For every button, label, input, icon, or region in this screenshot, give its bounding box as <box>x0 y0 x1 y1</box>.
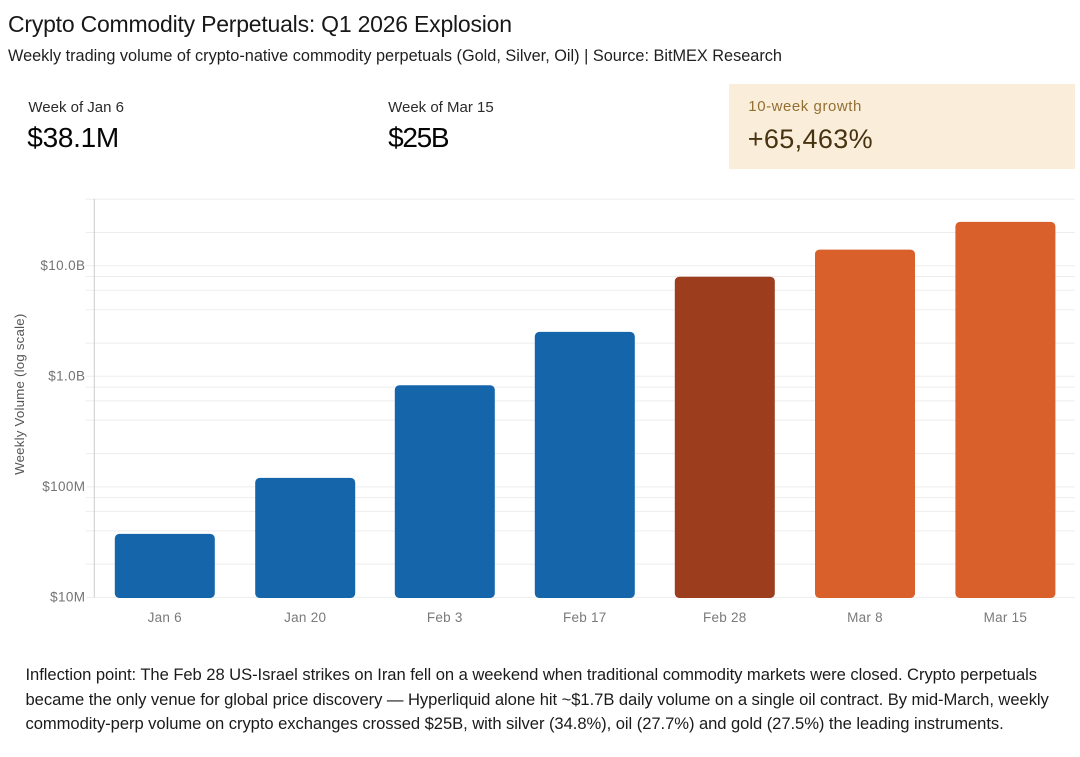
svg-text:Feb 17: Feb 17 <box>563 610 607 625</box>
svg-text:$10M: $10M <box>50 589 85 604</box>
svg-text:Feb 28: Feb 28 <box>703 610 747 625</box>
svg-text:Weekly Volume (log scale): Weekly Volume (log scale) <box>12 313 27 474</box>
svg-text:Mar 15: Mar 15 <box>984 610 1028 625</box>
svg-text:Feb 3: Feb 3 <box>427 610 463 625</box>
svg-text:Jan 6: Jan 6 <box>148 610 182 625</box>
svg-text:$10.0B: $10.0B <box>40 258 85 273</box>
svg-text:$100M: $100M <box>42 479 85 494</box>
svg-text:Mar 8: Mar 8 <box>847 610 883 625</box>
svg-text:Jan 20: Jan 20 <box>284 610 326 625</box>
svg-text:$1.0B: $1.0B <box>48 368 85 383</box>
